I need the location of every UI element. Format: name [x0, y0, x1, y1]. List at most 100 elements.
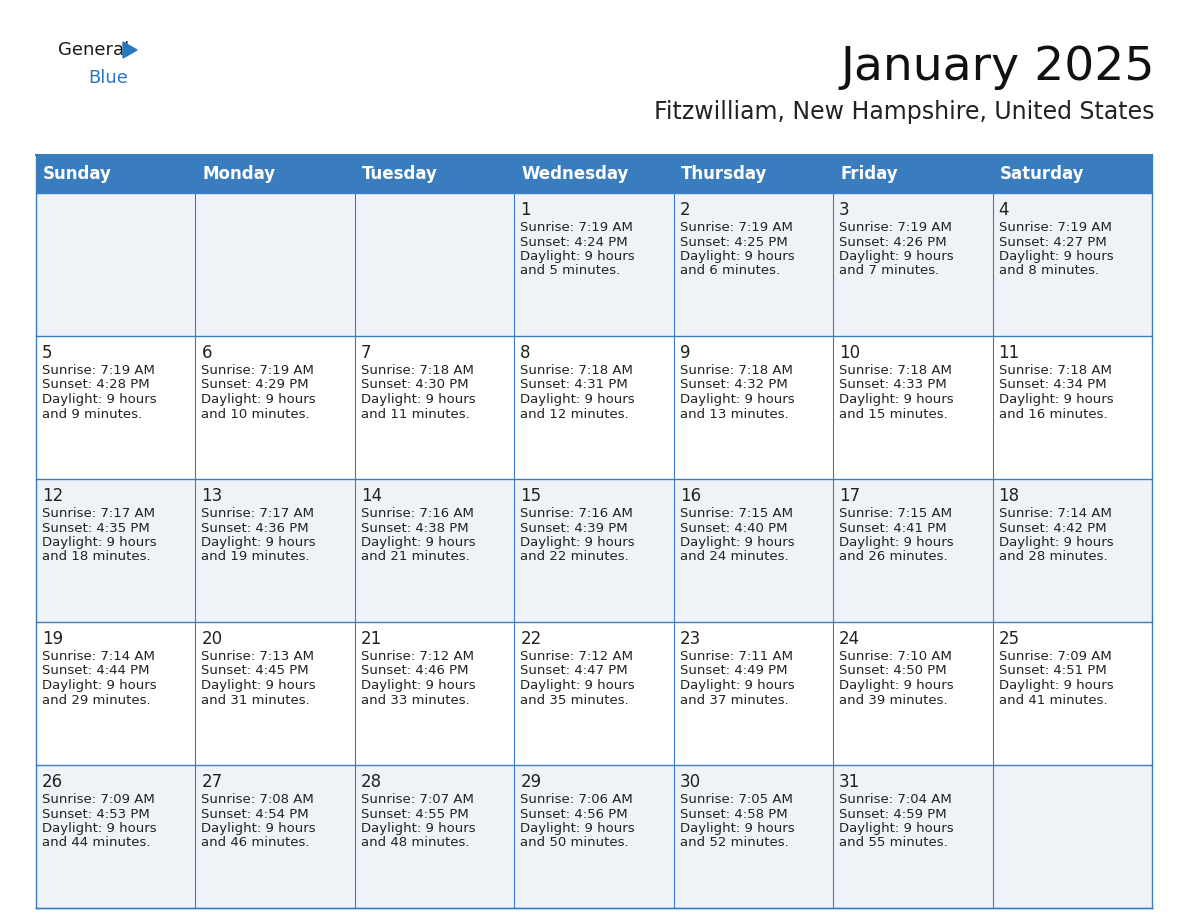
Text: and 11 minutes.: and 11 minutes. — [361, 408, 469, 420]
Text: and 9 minutes.: and 9 minutes. — [42, 408, 143, 420]
Text: Sunset: 4:47 PM: Sunset: 4:47 PM — [520, 665, 628, 677]
Text: Sunset: 4:28 PM: Sunset: 4:28 PM — [42, 378, 150, 391]
Bar — [36, 336, 1152, 479]
Text: 19: 19 — [42, 630, 63, 648]
Text: 20: 20 — [202, 630, 222, 648]
Text: and 28 minutes.: and 28 minutes. — [999, 551, 1107, 564]
Text: Daylight: 9 hours: Daylight: 9 hours — [202, 679, 316, 692]
Text: and 16 minutes.: and 16 minutes. — [999, 408, 1107, 420]
Text: 31: 31 — [839, 773, 860, 791]
Text: 14: 14 — [361, 487, 383, 505]
Text: Sunset: 4:24 PM: Sunset: 4:24 PM — [520, 236, 628, 249]
Text: Daylight: 9 hours: Daylight: 9 hours — [999, 536, 1113, 549]
Text: Sunset: 4:38 PM: Sunset: 4:38 PM — [361, 521, 468, 534]
Text: Sunset: 4:54 PM: Sunset: 4:54 PM — [202, 808, 309, 821]
Text: Sunrise: 7:19 AM: Sunrise: 7:19 AM — [839, 221, 952, 234]
Text: Sunset: 4:55 PM: Sunset: 4:55 PM — [361, 808, 468, 821]
Text: Daylight: 9 hours: Daylight: 9 hours — [42, 536, 157, 549]
Text: Daylight: 9 hours: Daylight: 9 hours — [680, 393, 795, 406]
Text: Blue: Blue — [88, 69, 128, 87]
Text: 9: 9 — [680, 344, 690, 362]
Text: Sunrise: 7:19 AM: Sunrise: 7:19 AM — [999, 221, 1112, 234]
Text: 23: 23 — [680, 630, 701, 648]
Text: and 29 minutes.: and 29 minutes. — [42, 693, 151, 707]
Text: Tuesday: Tuesday — [362, 165, 437, 183]
Text: Daylight: 9 hours: Daylight: 9 hours — [202, 393, 316, 406]
Text: and 50 minutes.: and 50 minutes. — [520, 836, 628, 849]
Text: 4: 4 — [999, 201, 1009, 219]
Polygon shape — [124, 42, 137, 58]
Text: Daylight: 9 hours: Daylight: 9 hours — [839, 536, 954, 549]
Text: Sunrise: 7:19 AM: Sunrise: 7:19 AM — [202, 364, 315, 377]
Text: 6: 6 — [202, 344, 211, 362]
Text: Daylight: 9 hours: Daylight: 9 hours — [42, 679, 157, 692]
Text: and 37 minutes.: and 37 minutes. — [680, 693, 789, 707]
Text: Sunrise: 7:17 AM: Sunrise: 7:17 AM — [202, 507, 315, 520]
Text: Daylight: 9 hours: Daylight: 9 hours — [361, 393, 475, 406]
Text: January 2025: January 2025 — [840, 45, 1155, 90]
Text: Daylight: 9 hours: Daylight: 9 hours — [520, 822, 634, 835]
Text: Daylight: 9 hours: Daylight: 9 hours — [520, 250, 634, 263]
Text: Daylight: 9 hours: Daylight: 9 hours — [520, 536, 634, 549]
Text: Daylight: 9 hours: Daylight: 9 hours — [361, 679, 475, 692]
Text: Sunrise: 7:04 AM: Sunrise: 7:04 AM — [839, 793, 952, 806]
Text: and 33 minutes.: and 33 minutes. — [361, 693, 469, 707]
Text: Daylight: 9 hours: Daylight: 9 hours — [202, 536, 316, 549]
Text: Daylight: 9 hours: Daylight: 9 hours — [42, 822, 157, 835]
Text: Sunrise: 7:16 AM: Sunrise: 7:16 AM — [361, 507, 474, 520]
Text: 17: 17 — [839, 487, 860, 505]
Text: Daylight: 9 hours: Daylight: 9 hours — [839, 822, 954, 835]
Text: Daylight: 9 hours: Daylight: 9 hours — [520, 393, 634, 406]
Text: 22: 22 — [520, 630, 542, 648]
Text: and 35 minutes.: and 35 minutes. — [520, 693, 628, 707]
Text: 11: 11 — [999, 344, 1019, 362]
Text: Sunset: 4:50 PM: Sunset: 4:50 PM — [839, 665, 947, 677]
Text: Wednesday: Wednesday — [522, 165, 628, 183]
Text: Sunset: 4:45 PM: Sunset: 4:45 PM — [202, 665, 309, 677]
Text: Sunset: 4:59 PM: Sunset: 4:59 PM — [839, 808, 947, 821]
Text: Sunrise: 7:19 AM: Sunrise: 7:19 AM — [42, 364, 154, 377]
Text: and 13 minutes.: and 13 minutes. — [680, 408, 789, 420]
Text: and 22 minutes.: and 22 minutes. — [520, 551, 628, 564]
Text: 24: 24 — [839, 630, 860, 648]
Text: and 8 minutes.: and 8 minutes. — [999, 264, 1099, 277]
Text: 26: 26 — [42, 773, 63, 791]
Text: and 10 minutes.: and 10 minutes. — [202, 408, 310, 420]
Text: Daylight: 9 hours: Daylight: 9 hours — [202, 822, 316, 835]
Text: Daylight: 9 hours: Daylight: 9 hours — [42, 393, 157, 406]
Text: Sunrise: 7:18 AM: Sunrise: 7:18 AM — [999, 364, 1112, 377]
Text: and 6 minutes.: and 6 minutes. — [680, 264, 779, 277]
Text: Sunrise: 7:14 AM: Sunrise: 7:14 AM — [42, 650, 154, 663]
Text: Daylight: 9 hours: Daylight: 9 hours — [839, 393, 954, 406]
Text: Sunset: 4:25 PM: Sunset: 4:25 PM — [680, 236, 788, 249]
Text: Sunday: Sunday — [43, 165, 112, 183]
Text: Daylight: 9 hours: Daylight: 9 hours — [839, 679, 954, 692]
Text: Sunset: 4:40 PM: Sunset: 4:40 PM — [680, 521, 788, 534]
Bar — [36, 765, 1152, 908]
Text: 10: 10 — [839, 344, 860, 362]
Text: Sunset: 4:49 PM: Sunset: 4:49 PM — [680, 665, 788, 677]
Text: Sunset: 4:36 PM: Sunset: 4:36 PM — [202, 521, 309, 534]
Text: 29: 29 — [520, 773, 542, 791]
Text: 16: 16 — [680, 487, 701, 505]
Text: Sunrise: 7:17 AM: Sunrise: 7:17 AM — [42, 507, 154, 520]
Text: 12: 12 — [42, 487, 63, 505]
Text: Daylight: 9 hours: Daylight: 9 hours — [680, 250, 795, 263]
Text: Thursday: Thursday — [681, 165, 767, 183]
Text: Sunset: 4:29 PM: Sunset: 4:29 PM — [202, 378, 309, 391]
Text: Daylight: 9 hours: Daylight: 9 hours — [361, 822, 475, 835]
Text: Sunset: 4:44 PM: Sunset: 4:44 PM — [42, 665, 150, 677]
Text: and 5 minutes.: and 5 minutes. — [520, 264, 620, 277]
Text: Sunrise: 7:16 AM: Sunrise: 7:16 AM — [520, 507, 633, 520]
Text: Sunrise: 7:09 AM: Sunrise: 7:09 AM — [42, 793, 154, 806]
Text: and 12 minutes.: and 12 minutes. — [520, 408, 628, 420]
Text: Sunset: 4:58 PM: Sunset: 4:58 PM — [680, 808, 788, 821]
Text: Sunrise: 7:06 AM: Sunrise: 7:06 AM — [520, 793, 633, 806]
Text: Daylight: 9 hours: Daylight: 9 hours — [520, 679, 634, 692]
Text: Daylight: 9 hours: Daylight: 9 hours — [361, 536, 475, 549]
Text: Daylight: 9 hours: Daylight: 9 hours — [680, 536, 795, 549]
Bar — [36, 193, 1152, 336]
Text: Daylight: 9 hours: Daylight: 9 hours — [999, 250, 1113, 263]
Text: 7: 7 — [361, 344, 372, 362]
Text: Sunrise: 7:12 AM: Sunrise: 7:12 AM — [361, 650, 474, 663]
